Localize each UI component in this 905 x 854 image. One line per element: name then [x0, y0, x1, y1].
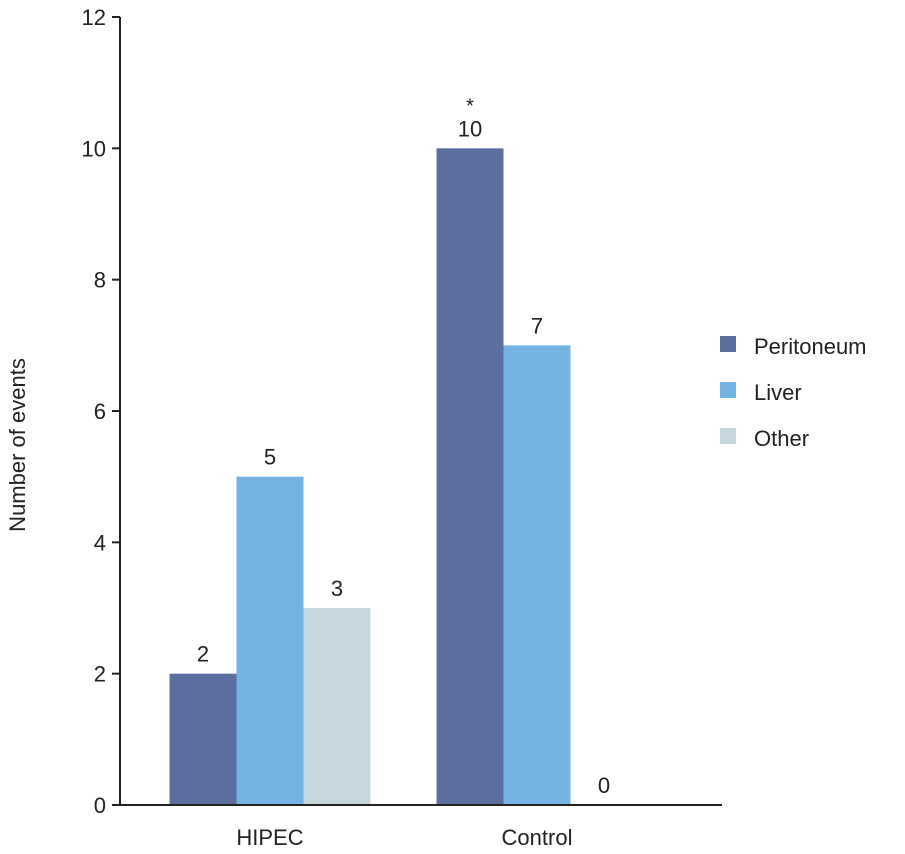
legend-swatch-other [720, 428, 736, 444]
legend-swatch-peritoneum [720, 336, 736, 352]
legend-label-other: Other [754, 426, 809, 451]
bar-peritoneum-hipec [170, 674, 237, 805]
legend-label-peritoneum: Peritoneum [754, 334, 867, 359]
y-tick-label: 2 [94, 662, 106, 687]
y-tick-label: 8 [94, 268, 106, 293]
legend: Peritoneum Liver Other [720, 334, 867, 451]
y-axis-title: Number of events [5, 358, 30, 532]
data-label: 3 [331, 576, 343, 601]
x-tick-label: Control [502, 825, 573, 850]
y-tick-label: 4 [94, 530, 106, 555]
legend-swatch-liver [720, 382, 736, 398]
y-ticks: 0 2 4 6 8 10 12 [82, 5, 120, 818]
x-ticks: HIPEC Control [236, 825, 572, 850]
data-label: 7 [531, 313, 543, 338]
data-label: 10 [458, 116, 482, 141]
bar-liver-hipec [237, 477, 304, 805]
y-tick-label: 0 [94, 793, 106, 818]
data-label: 5 [264, 445, 276, 470]
y-tick-label: 12 [82, 5, 106, 30]
bar-other-hipec [304, 608, 371, 805]
bars [170, 148, 571, 805]
bar-peritoneum-control [437, 148, 504, 805]
data-label: 2 [197, 642, 209, 667]
y-tick-label: 10 [82, 136, 106, 161]
x-tick-label: HIPEC [236, 825, 303, 850]
legend-label-liver: Liver [754, 380, 802, 405]
y-tick-label: 6 [94, 399, 106, 424]
data-label: 0 [598, 773, 610, 798]
bar-liver-control [504, 345, 571, 805]
significance-marker: * [466, 95, 474, 117]
